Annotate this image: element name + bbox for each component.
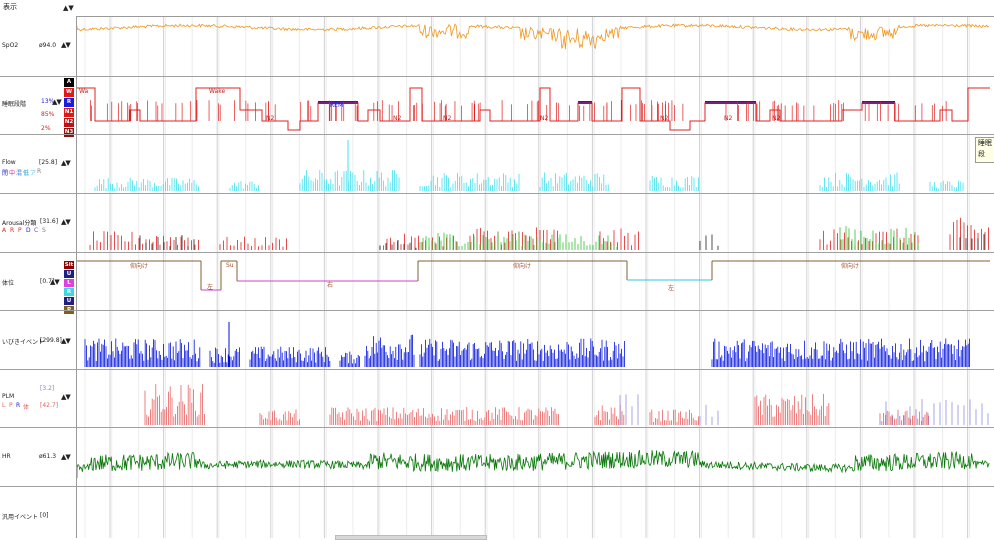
stage-annotation: Wa	[79, 88, 89, 95]
stage-box-n3: N3	[64, 128, 74, 137]
stage-box-r: R	[64, 98, 74, 107]
display-label: 表示	[3, 3, 17, 11]
stage-box-a: A	[64, 78, 74, 87]
track-separator	[0, 310, 994, 311]
stage-box-n1: N1	[64, 108, 74, 117]
arousal-label: Arousal分類	[2, 220, 37, 227]
stage-annotation: N2	[393, 115, 401, 122]
arousal-scale-arrows[interactable]: ▲▼	[61, 218, 71, 226]
arousal-legend-4: C	[34, 227, 39, 234]
stage-annotation: N2	[443, 115, 451, 122]
flow-legend-2: 混	[16, 170, 23, 177]
flow-scale-arrows[interactable]: ▲▼	[61, 159, 71, 167]
snore-scale-arrows[interactable]: ▲▼	[61, 337, 71, 345]
flow-legend-1: 中	[9, 170, 16, 177]
tooltip-line-2: N2	[978, 160, 994, 162]
stage-annotation: N2	[772, 115, 780, 122]
sleep-stat-3: 2%	[41, 125, 51, 132]
flow-legend-4: ア	[30, 170, 37, 177]
plm-value-2: [42.7]	[40, 402, 59, 409]
position-value: [0.7]	[40, 278, 55, 285]
position-label: 体位	[2, 280, 15, 287]
flow-value: [25.8]	[39, 159, 58, 166]
header-scroll-arrows[interactable]: ▲▼	[63, 4, 74, 12]
snore-label: いびきイベント	[2, 339, 45, 346]
plm-value-1: [3.2]	[40, 385, 55, 392]
arousal-legend-3: D	[26, 227, 31, 234]
stage-annotation: N2	[540, 115, 548, 122]
position-annotation: 仰向け	[841, 262, 859, 270]
position-annotation: 左	[668, 284, 674, 292]
arousal-legend-2: P	[18, 227, 22, 234]
flow-legend-0: 閉	[2, 170, 9, 177]
plm-label: PLM	[2, 393, 15, 400]
plm-scale-arrows[interactable]: ▲▼	[61, 393, 71, 401]
position-scale-arrows[interactable]: ▲▼	[50, 278, 60, 286]
hr-value: ø61.3	[39, 453, 57, 460]
position-annotation: 仰向け	[130, 262, 148, 270]
position-annotation: 左	[207, 283, 213, 291]
pos-box-r: R	[64, 288, 74, 296]
sleep-stat-2: 85%	[41, 111, 55, 118]
general-event-value: [0]	[40, 512, 49, 519]
track-separator	[0, 252, 994, 253]
plm-legend-3: 体	[23, 404, 30, 411]
stage-box-n2: N2	[64, 118, 74, 127]
pos-box-u1: U	[64, 270, 74, 278]
stage-annotation: N2	[266, 115, 274, 122]
track-separator	[0, 134, 994, 135]
stage-annotation: Wake	[209, 88, 225, 95]
snore-value: [299.8]	[40, 337, 62, 344]
spo2-value: ø94.0	[39, 42, 57, 49]
hr-waveform	[76, 450, 990, 478]
position-annotation: Su	[226, 262, 234, 269]
position-annotation: 右	[327, 281, 333, 289]
flow-legend-5: R	[37, 168, 42, 175]
pos-box-sit: Sit	[64, 261, 74, 269]
position-annotation: 仰向け	[513, 262, 531, 270]
plm-legend-1: P	[9, 402, 13, 409]
stage-annotation: REM	[330, 102, 343, 109]
tooltip-line-1: 睡眠段	[978, 139, 992, 158]
track-separator	[0, 427, 994, 428]
arousal-legend-1: R	[10, 227, 15, 234]
sleep-stat-1: 13%	[41, 98, 55, 105]
flow-legend-3: 低	[23, 170, 30, 177]
spo2-label: SpO2	[2, 42, 19, 49]
track-separator	[0, 369, 994, 370]
stage-annotation: N2	[724, 115, 732, 122]
general-event-label: 汎用イベント	[2, 514, 39, 521]
track-label-panel: SpO2 ø94.0 ▲▼ 睡眠段階 13% 85% 2% ▲▼ A W R N…	[0, 16, 77, 538]
pos-box-u2: U	[64, 297, 74, 305]
arousal-legend-5: S	[42, 227, 46, 234]
flow-label: Flow	[2, 159, 16, 166]
track-separator	[0, 76, 994, 77]
stage-annotation: N2	[660, 115, 668, 122]
track-separator	[0, 193, 994, 194]
plm-legend-2: R	[16, 402, 21, 409]
spo2-waveform	[76, 23, 990, 50]
spo2-scale-arrows[interactable]: ▲▼	[61, 41, 71, 49]
time-ruler[interactable]: 表示 ▲▼	[0, 0, 994, 17]
pos-box-l: L	[64, 279, 74, 287]
arousal-legend-0: A	[2, 227, 7, 234]
stage-box-w: W	[64, 88, 74, 97]
plm-legend-0: L	[2, 402, 6, 409]
track-separator	[0, 486, 994, 487]
hr-scale-arrows[interactable]: ▲▼	[61, 453, 71, 461]
stage-tooltip: 睡眠段 N2	[975, 137, 994, 163]
hr-label: HR	[2, 453, 11, 460]
sleep-stage-label: 睡眠段階	[2, 101, 27, 108]
arousal-value: [31.6]	[40, 218, 59, 225]
sleep-stage-scale-arrows[interactable]: ▲▼	[52, 98, 62, 106]
